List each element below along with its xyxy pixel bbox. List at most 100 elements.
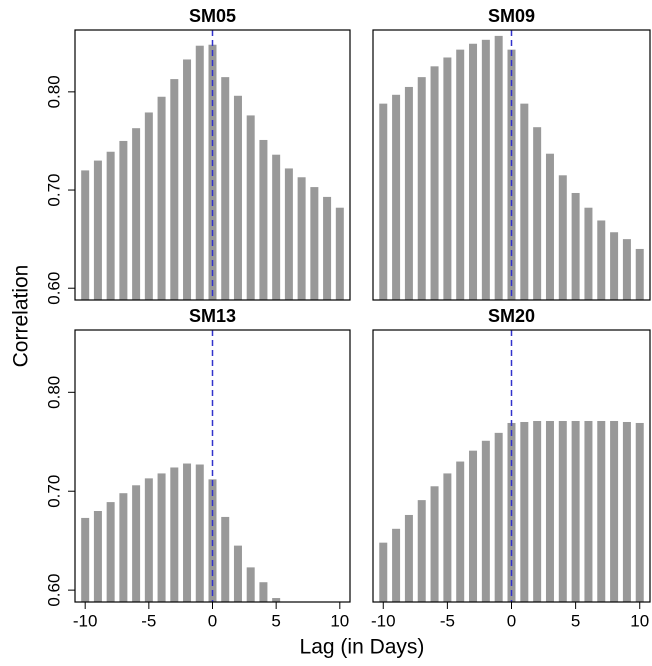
bar bbox=[610, 232, 619, 300]
bar bbox=[119, 140, 128, 300]
bar bbox=[404, 514, 413, 602]
bar bbox=[558, 420, 567, 602]
bar bbox=[284, 168, 293, 300]
y-tick-label: 0.80 bbox=[44, 75, 63, 108]
bar bbox=[545, 153, 554, 300]
y-tick-label: 0.80 bbox=[44, 376, 63, 409]
bar bbox=[272, 598, 281, 602]
bar bbox=[597, 420, 606, 602]
y-tick-label: 0.70 bbox=[44, 173, 63, 206]
bar bbox=[622, 239, 631, 300]
panel-frame bbox=[74, 29, 351, 301]
bar bbox=[520, 421, 529, 602]
bar bbox=[456, 461, 465, 602]
bar bbox=[443, 473, 452, 602]
bar bbox=[170, 79, 179, 300]
bar bbox=[93, 160, 102, 300]
bar bbox=[430, 486, 439, 602]
bar bbox=[392, 528, 401, 602]
bar bbox=[622, 421, 631, 602]
panel-title: SM09 bbox=[488, 6, 535, 26]
bar bbox=[584, 420, 593, 602]
panel-frame bbox=[372, 29, 651, 301]
bar bbox=[195, 45, 204, 300]
bar bbox=[635, 422, 644, 602]
panel bbox=[81, 463, 281, 602]
bar bbox=[520, 103, 529, 300]
bar bbox=[533, 420, 542, 602]
x-tick-label: 10 bbox=[630, 611, 649, 630]
bar bbox=[323, 196, 332, 300]
bar bbox=[106, 151, 115, 300]
bar bbox=[157, 96, 166, 300]
bar bbox=[558, 175, 567, 300]
bar bbox=[81, 170, 90, 300]
x-tick-label: -5 bbox=[440, 611, 455, 630]
bar bbox=[456, 49, 465, 300]
bar bbox=[469, 450, 478, 602]
bar bbox=[259, 139, 268, 300]
x-tick-label: -10 bbox=[73, 611, 98, 630]
bar bbox=[106, 502, 115, 602]
y-axis-label: Correlation bbox=[10, 265, 33, 368]
x-tick-label: 0 bbox=[507, 611, 516, 630]
x-tick-label: -5 bbox=[141, 611, 156, 630]
bar bbox=[545, 420, 554, 602]
bar bbox=[246, 115, 255, 300]
x-tick-label: 5 bbox=[571, 611, 580, 630]
bar bbox=[183, 59, 192, 300]
bar bbox=[272, 154, 281, 300]
x-axis-label: Lag (in Days) bbox=[300, 636, 425, 659]
bar bbox=[144, 478, 153, 602]
bar bbox=[335, 207, 344, 300]
bar bbox=[157, 473, 166, 602]
x-tick-label: 0 bbox=[208, 611, 217, 630]
bar bbox=[81, 517, 90, 602]
bar bbox=[610, 420, 619, 602]
bar bbox=[119, 493, 128, 602]
bar bbox=[481, 39, 490, 300]
bar bbox=[132, 128, 141, 300]
panel-title: SM13 bbox=[189, 306, 236, 326]
bar bbox=[170, 467, 179, 602]
panel-title: SM05 bbox=[189, 6, 236, 26]
bar bbox=[584, 207, 593, 300]
bar bbox=[469, 43, 478, 300]
y-tick-label: 0.60 bbox=[44, 272, 63, 305]
bar bbox=[417, 500, 426, 602]
panel bbox=[379, 420, 644, 602]
bar bbox=[571, 192, 580, 300]
bar bbox=[183, 463, 192, 602]
panel-title: SM20 bbox=[488, 306, 535, 326]
bar bbox=[233, 545, 242, 602]
panel bbox=[379, 35, 644, 300]
bar bbox=[571, 420, 580, 602]
bar bbox=[246, 567, 255, 602]
bar bbox=[310, 187, 319, 300]
bar bbox=[259, 582, 268, 602]
bar bbox=[297, 177, 306, 300]
bar bbox=[392, 94, 401, 300]
panel bbox=[81, 44, 344, 300]
x-tick-label: 10 bbox=[330, 611, 349, 630]
y-tick-label: 0.70 bbox=[44, 475, 63, 508]
bar bbox=[195, 464, 204, 602]
bar bbox=[597, 220, 606, 300]
bar bbox=[221, 516, 230, 602]
bar bbox=[233, 95, 242, 300]
bar bbox=[132, 485, 141, 602]
y-tick-label: 0.60 bbox=[44, 574, 63, 607]
bar bbox=[494, 432, 503, 602]
bar bbox=[379, 542, 388, 602]
x-tick-label: -10 bbox=[371, 611, 396, 630]
bar bbox=[481, 440, 490, 602]
bar bbox=[494, 35, 503, 300]
bar bbox=[533, 127, 542, 300]
bar bbox=[443, 57, 452, 300]
bar bbox=[144, 112, 153, 300]
bar bbox=[379, 103, 388, 300]
bar bbox=[430, 66, 439, 300]
x-tick-label: 5 bbox=[271, 611, 280, 630]
bar bbox=[93, 511, 102, 602]
